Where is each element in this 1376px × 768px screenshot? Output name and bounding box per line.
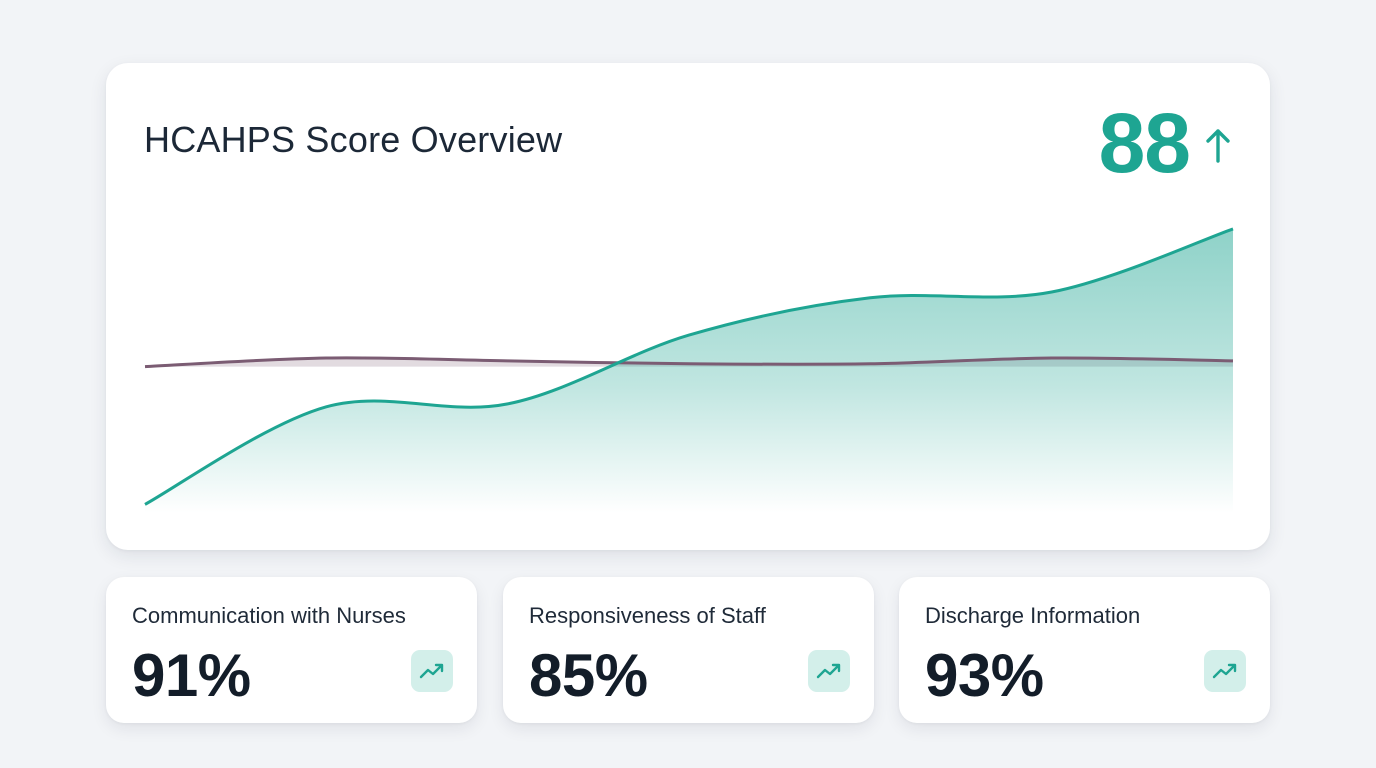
kpi-value: 93% bbox=[925, 642, 1044, 709]
kpi-label: Discharge Information bbox=[925, 603, 1141, 628]
page-title: HCAHPS Score Overview bbox=[144, 119, 563, 160]
score-trend-chart bbox=[144, 227, 1234, 513]
kpi-value: 91% bbox=[132, 642, 251, 709]
trending-up-icon bbox=[808, 650, 850, 692]
kpi-card-responsiveness: Responsiveness of Staff 85% bbox=[503, 577, 874, 723]
overall-score: 88 bbox=[1099, 101, 1232, 185]
trending-up-icon bbox=[1204, 650, 1246, 692]
score-overview-card: HCAHPS Score Overview 88 bbox=[106, 63, 1270, 550]
series-1-line bbox=[144, 227, 1234, 506]
trending-up-icon bbox=[411, 650, 453, 692]
score-value: 88 bbox=[1098, 96, 1191, 190]
kpi-card-discharge: Discharge Information 93% bbox=[899, 577, 1270, 723]
kpi-label: Responsiveness of Staff bbox=[529, 603, 766, 628]
arrow-up-icon bbox=[1206, 129, 1230, 163]
series-2-line bbox=[144, 356, 1234, 369]
series-1-area bbox=[145, 228, 1233, 513]
kpi-value: 85% bbox=[529, 642, 648, 709]
kpi-card-communication: Communication with Nurses 91% bbox=[106, 577, 477, 723]
kpi-label: Communication with Nurses bbox=[132, 603, 406, 628]
